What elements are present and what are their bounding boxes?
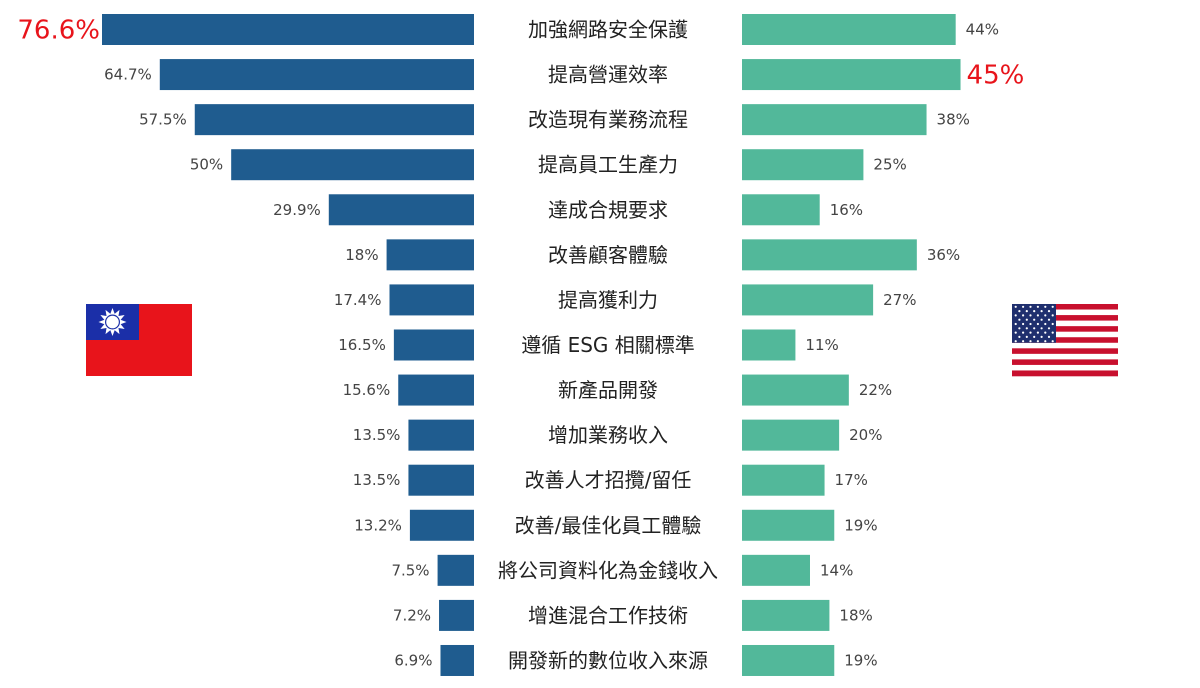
taiwan-series-bars: [102, 14, 474, 676]
usa-value-label: 19%: [844, 651, 877, 669]
taiwan-value-label: 18%: [345, 246, 378, 264]
taiwan-value-label: 6.9%: [394, 651, 432, 669]
usa-value-label: 20%: [849, 426, 882, 444]
taiwan-value-label: 7.2%: [393, 606, 431, 624]
category-label: 達成合規要求: [548, 198, 668, 222]
category-label: 增進混合工作技術: [528, 603, 688, 627]
usa-bar: [742, 149, 864, 181]
usa-bar: [742, 554, 810, 586]
taiwan-bar: [393, 329, 474, 361]
taiwan-value-label: 7.5%: [391, 561, 429, 579]
usa-bar: [742, 329, 796, 361]
usa-bar: [742, 104, 927, 136]
usa-value-label: 44%: [966, 21, 999, 39]
taiwan-bar: [389, 284, 474, 316]
category-label: 增加業務收入: [548, 423, 668, 447]
category-label: 改善顧客體驗: [548, 243, 668, 267]
taiwan-bar: [439, 599, 474, 631]
taiwan-bar: [408, 464, 474, 496]
usa-value-label: 18%: [839, 606, 872, 624]
usa-bar: [742, 374, 849, 406]
category-label: 提高營運效率: [548, 63, 668, 87]
usa-value-label: 22%: [859, 381, 892, 399]
usa-value-label: 45%: [967, 61, 1025, 91]
taiwan-bar: [102, 14, 474, 45]
category-label: 改造現有業務流程: [528, 108, 688, 132]
taiwan-value-label: 13.5%: [353, 471, 401, 489]
taiwan-bar: [440, 644, 474, 676]
category-label: 遵循 ESG 相關標準: [521, 333, 695, 357]
category-label: 加強網路安全保護: [528, 18, 688, 42]
taiwan-value-label: 13.2%: [354, 516, 402, 534]
usa-value-label: 16%: [830, 201, 863, 219]
taiwan-value-label: 15.6%: [343, 381, 391, 399]
usa-value-label: 25%: [873, 156, 906, 174]
taiwan-bar: [328, 194, 474, 226]
usa-bar: [742, 239, 917, 271]
category-label: 將公司資料化為金錢收入: [498, 558, 718, 582]
usa-value-label: 38%: [937, 111, 970, 129]
taiwan-value-label: 76.6%: [17, 16, 100, 46]
usa-bar: [742, 194, 820, 226]
taiwan-bar: [386, 239, 474, 271]
taiwan-value-label: 16.5%: [338, 336, 386, 354]
usa-flag: [1012, 304, 1118, 377]
usa-bar: [742, 14, 956, 45]
category-labels: 加強網路安全保護提高營運效率改造現有業務流程提高員工生產力達成合規要求改善顧客體…: [498, 18, 718, 673]
usa-bar: [742, 419, 840, 451]
taiwan-value-labels: 76.6% 64.7% 57.5% 50% 29.9% 18% 17.4% 16.5% 15.6…: [17, 16, 432, 670]
taiwan-bar: [437, 554, 474, 586]
category-label: 開發新的數位收入來源: [508, 648, 708, 672]
usa-value-label: 14%: [820, 561, 853, 579]
taiwan-value-label: 57.5%: [139, 111, 187, 129]
taiwan-bar: [409, 509, 474, 541]
taiwan-bar: [408, 419, 474, 451]
taiwan-bar: [398, 374, 474, 406]
taiwan-bar: [159, 59, 474, 91]
taiwan-value-label: 17.4%: [334, 291, 382, 309]
taiwan-value-label: 64.7%: [104, 66, 152, 84]
taiwan-value-label: 13.5%: [353, 426, 401, 444]
usa-value-label: 36%: [927, 246, 960, 264]
usa-value-label: 19%: [844, 516, 877, 534]
category-label: 改善人才招攬/留任: [525, 468, 692, 492]
usa-value-labels: 44% 45% 38% 25% 16% 36% 27% 11% 22% 20% 17% 19% 14% 1…: [805, 21, 1024, 670]
taiwan-value-label: 29.9%: [273, 201, 321, 219]
usa-series-bars: [742, 14, 961, 676]
category-label: 改善/最佳化員工體驗: [515, 513, 702, 537]
usa-value-label: 11%: [805, 336, 838, 354]
usa-bar: [742, 509, 835, 541]
usa-bar: [742, 599, 830, 631]
category-label: 提高員工生產力: [538, 153, 678, 177]
taiwan-bar: [194, 104, 474, 136]
taiwan-flag: [86, 304, 192, 376]
taiwan-value-label: 50%: [190, 156, 223, 174]
usa-bar: [742, 59, 961, 91]
usa-value-label: 17%: [835, 471, 868, 489]
usa-bar: [742, 644, 835, 676]
usa-bar: [742, 464, 825, 496]
category-label: 提高獲利力: [558, 288, 658, 312]
taiwan-bar: [231, 149, 474, 181]
usa-value-label: 27%: [883, 291, 916, 309]
usa-bar: [742, 284, 874, 316]
category-label: 新產品開發: [558, 378, 658, 402]
